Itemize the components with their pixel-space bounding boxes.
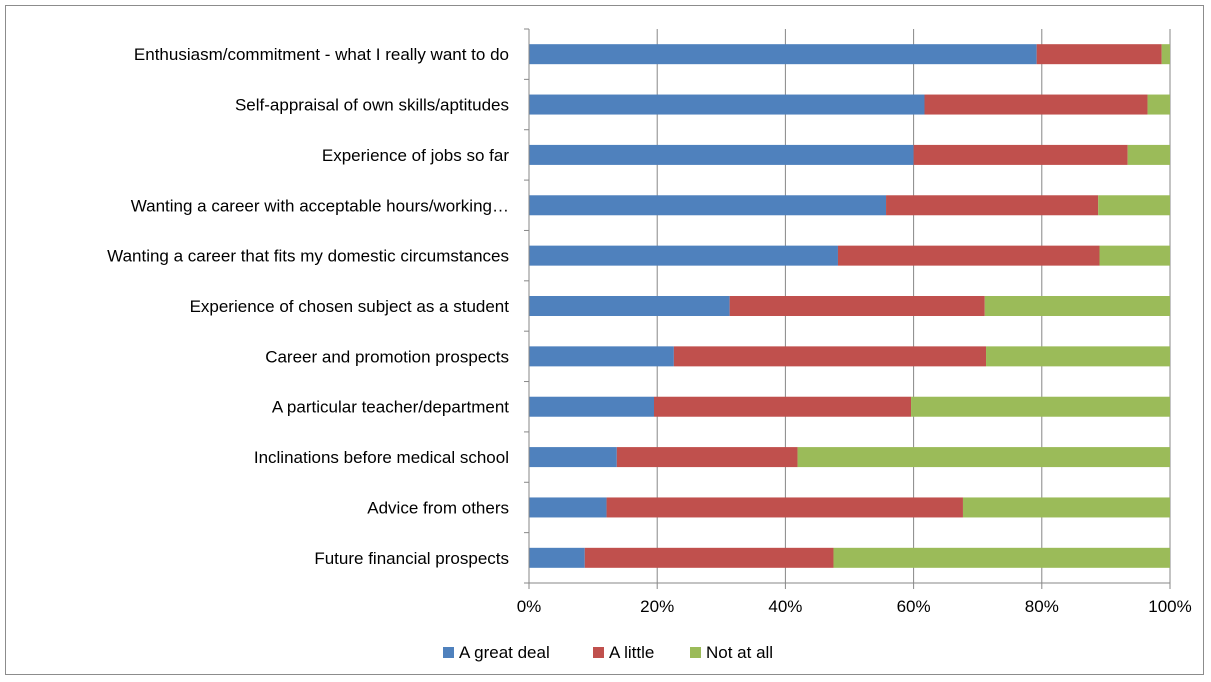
category-label: Experience of jobs so far — [322, 146, 509, 165]
bars — [529, 44, 1170, 568]
x-tick-label: 100% — [1148, 597, 1191, 616]
bar-segment — [529, 346, 674, 367]
bar-segment — [529, 245, 838, 266]
x-tick-label: 80% — [1025, 597, 1059, 616]
category-label: Career and promotion prospects — [265, 347, 509, 366]
legend-swatch — [690, 647, 701, 658]
bar-segment — [529, 447, 617, 468]
x-tick-label: 0% — [517, 597, 542, 616]
bar-segment — [1147, 94, 1170, 115]
bar-segment — [833, 547, 1170, 568]
bar-segment — [529, 195, 887, 216]
bar-segment — [837, 245, 1100, 266]
bar-segment — [529, 144, 914, 165]
bar-segment — [584, 547, 834, 568]
bar-segment — [529, 396, 654, 417]
category-label: Enthusiasm/commitment - what I really wa… — [134, 45, 509, 64]
bar-segment — [606, 497, 963, 518]
category-label: Experience of chosen subject as a studen… — [190, 297, 510, 316]
category-label: Wanting a career that fits my domestic c… — [107, 247, 509, 266]
bar-segment — [529, 44, 1037, 65]
bar-segment — [886, 195, 1099, 216]
bar-segment — [986, 346, 1170, 367]
category-label: A particular teacher/department — [272, 398, 509, 417]
bar-segment — [1127, 144, 1170, 165]
x-tick-label: 40% — [768, 597, 802, 616]
x-tick-label: 20% — [640, 597, 674, 616]
bar-segment — [616, 447, 798, 468]
category-labels: Enthusiasm/commitment - what I really wa… — [107, 45, 509, 568]
bar-segment — [529, 296, 730, 316]
category-label: Inclinations before medical school — [254, 448, 509, 467]
legend-swatch — [593, 647, 604, 658]
axes — [524, 28, 1171, 589]
x-tick-label: 60% — [897, 597, 931, 616]
category-label: Future financial prospects — [314, 549, 509, 568]
bar-segment — [1098, 195, 1170, 216]
bar-segment — [673, 346, 987, 367]
legend-label: A little — [609, 643, 654, 662]
bar-segment — [1099, 245, 1170, 266]
x-tick-labels: 0% 20% 40% 60% 80% 100% — [517, 597, 1192, 616]
legend-label: Not at all — [706, 643, 773, 662]
category-label: Self-appraisal of own skills/aptitudes — [235, 96, 509, 115]
legend-swatch — [443, 647, 454, 658]
bar-segment — [529, 497, 607, 518]
bar-segment — [913, 144, 1128, 165]
bar-segment — [1161, 44, 1170, 65]
category-label: Advice from others — [367, 498, 509, 517]
bar-segment — [962, 497, 1170, 518]
bar-segment — [729, 296, 985, 316]
bar-segment — [529, 94, 925, 115]
legend: A great deal A little Not at all — [443, 643, 773, 662]
bar-segment — [984, 296, 1170, 316]
bar-segment — [924, 94, 1148, 115]
bar-segment — [529, 547, 585, 568]
bar-segment — [653, 396, 912, 417]
bar-segment — [797, 447, 1170, 468]
bar-segment — [1036, 44, 1162, 65]
bar-segment — [911, 396, 1170, 417]
legend-label: A great deal — [459, 643, 550, 662]
category-label: Wanting a career with acceptable hours/w… — [131, 196, 509, 215]
